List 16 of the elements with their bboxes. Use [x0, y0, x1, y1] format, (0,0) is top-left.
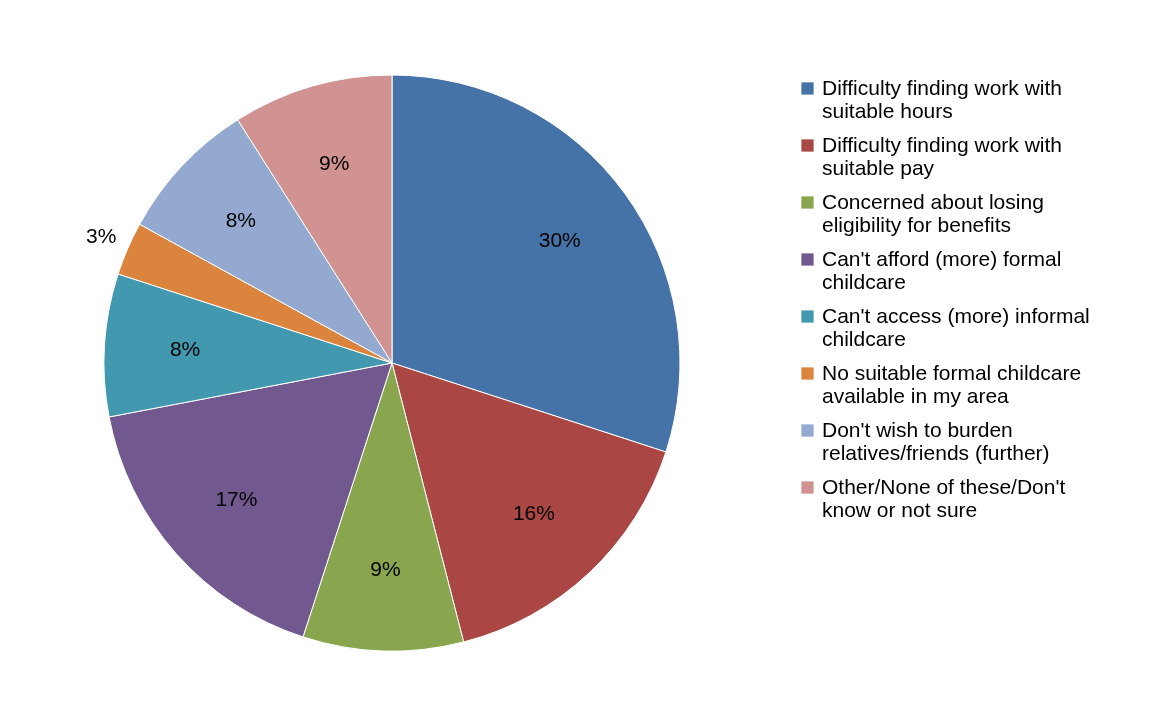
data-label: 3% [86, 224, 117, 248]
legend-label: Can't access (more) informal childcare [822, 303, 1090, 350]
data-label: 17% [215, 487, 258, 511]
data-label: 16% [512, 501, 555, 525]
data-label: 9% [318, 150, 350, 174]
legend-label: Difficulty finding work with suitable pay [822, 132, 1063, 179]
legend-label: Can't afford (more) formal childcare [822, 246, 1062, 293]
legend-label: Other/None of these/Don't know or not sure [822, 474, 1066, 521]
data-label: 8% [225, 208, 257, 232]
legend-label: Concerned about losing eligibility for benefits [822, 189, 1044, 236]
data-label: 8% [169, 336, 201, 360]
data-label: 30% [538, 228, 581, 252]
legend-label: Don't wish to burden relatives/friends (further) [822, 417, 1050, 464]
legend-label: Difficulty finding work with suitable hours [822, 75, 1063, 122]
data-label: 9% [370, 557, 401, 581]
legend-label: No suitable formal childcare available in my area [822, 360, 1082, 407]
